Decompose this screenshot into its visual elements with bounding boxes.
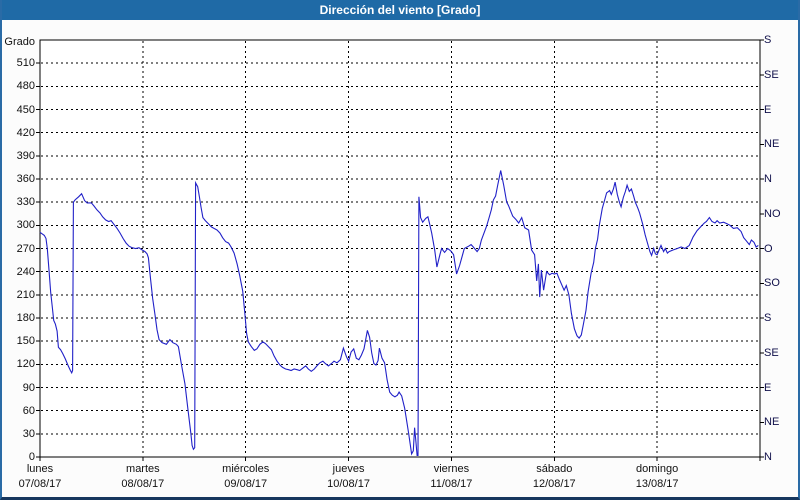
day-date-label: 13/08/17 xyxy=(635,478,679,490)
day-date-label: 10/08/17 xyxy=(327,478,370,490)
day-date-label: 09/08/17 xyxy=(224,478,268,490)
y-axis-tick-label: 510 xyxy=(16,57,35,70)
day-name-label: lunes xyxy=(26,463,54,475)
compass-tick-label: NE xyxy=(764,138,780,151)
compass-tick-label: SO xyxy=(764,277,780,290)
y-axis-tick-label: 90 xyxy=(22,381,35,394)
compass-tick-label: E xyxy=(764,103,772,116)
compass-tick-label: SE xyxy=(764,346,779,359)
y-axis-tick-label: 210 xyxy=(16,288,35,301)
day-date-label: 07/08/17 xyxy=(18,478,62,490)
day-name-label: sábado xyxy=(536,463,573,475)
y-axis-tick-label: 390 xyxy=(16,149,35,162)
y-axis-tick-label: 240 xyxy=(16,265,35,278)
y-axis-tick-label: 30 xyxy=(22,427,35,440)
compass-tick-label: O xyxy=(764,242,773,255)
window-titlebar: Dirección del viento [Grado] xyxy=(2,0,798,20)
y-axis-tick-label: 0 xyxy=(28,451,35,463)
y-axis-tick-label: 450 xyxy=(16,103,35,116)
day-name-label: jueves xyxy=(332,463,365,475)
day-date-label: 12/08/17 xyxy=(532,478,576,490)
day-name-label: martes xyxy=(126,463,160,475)
y-axis-tick-label: 480 xyxy=(16,80,35,93)
y-axis-tick-label: 360 xyxy=(16,173,35,185)
day-name-label: miércoles xyxy=(222,463,270,475)
chart-title: Dirección del viento [Grado] xyxy=(319,3,481,17)
compass-tick-label: NO xyxy=(764,207,781,220)
y-axis-tick-label: 150 xyxy=(16,335,35,348)
day-date-label: 08/08/17 xyxy=(121,478,165,490)
y-axis-tick-label: 120 xyxy=(16,358,35,371)
compass-tick-label: SE xyxy=(764,68,779,81)
y-axis-tick-label: 270 xyxy=(16,242,35,255)
wind-direction-series-line xyxy=(39,170,759,457)
compass-tick-label: S xyxy=(764,34,772,46)
day-name-label: domingo xyxy=(636,463,679,475)
day-date-label: 11/08/17 xyxy=(430,478,473,490)
y-axis-tick-label: 420 xyxy=(16,126,35,139)
y-axis-unit-label: Grado xyxy=(4,36,35,48)
compass-tick-label: E xyxy=(764,381,772,394)
compass-tick-label: N xyxy=(764,173,772,185)
compass-tick-label: S xyxy=(764,312,772,324)
y-axis-tick-label: 180 xyxy=(16,312,35,324)
compass-tick-label: N xyxy=(764,451,772,463)
y-axis-tick-label: 300 xyxy=(16,219,35,232)
day-name-label: viernes xyxy=(433,463,470,475)
y-axis-tick-label: 60 xyxy=(22,404,35,417)
y-axis-tick-label: 330 xyxy=(16,196,35,209)
plot-frame xyxy=(39,39,761,458)
compass-tick-label: NE xyxy=(764,416,780,429)
